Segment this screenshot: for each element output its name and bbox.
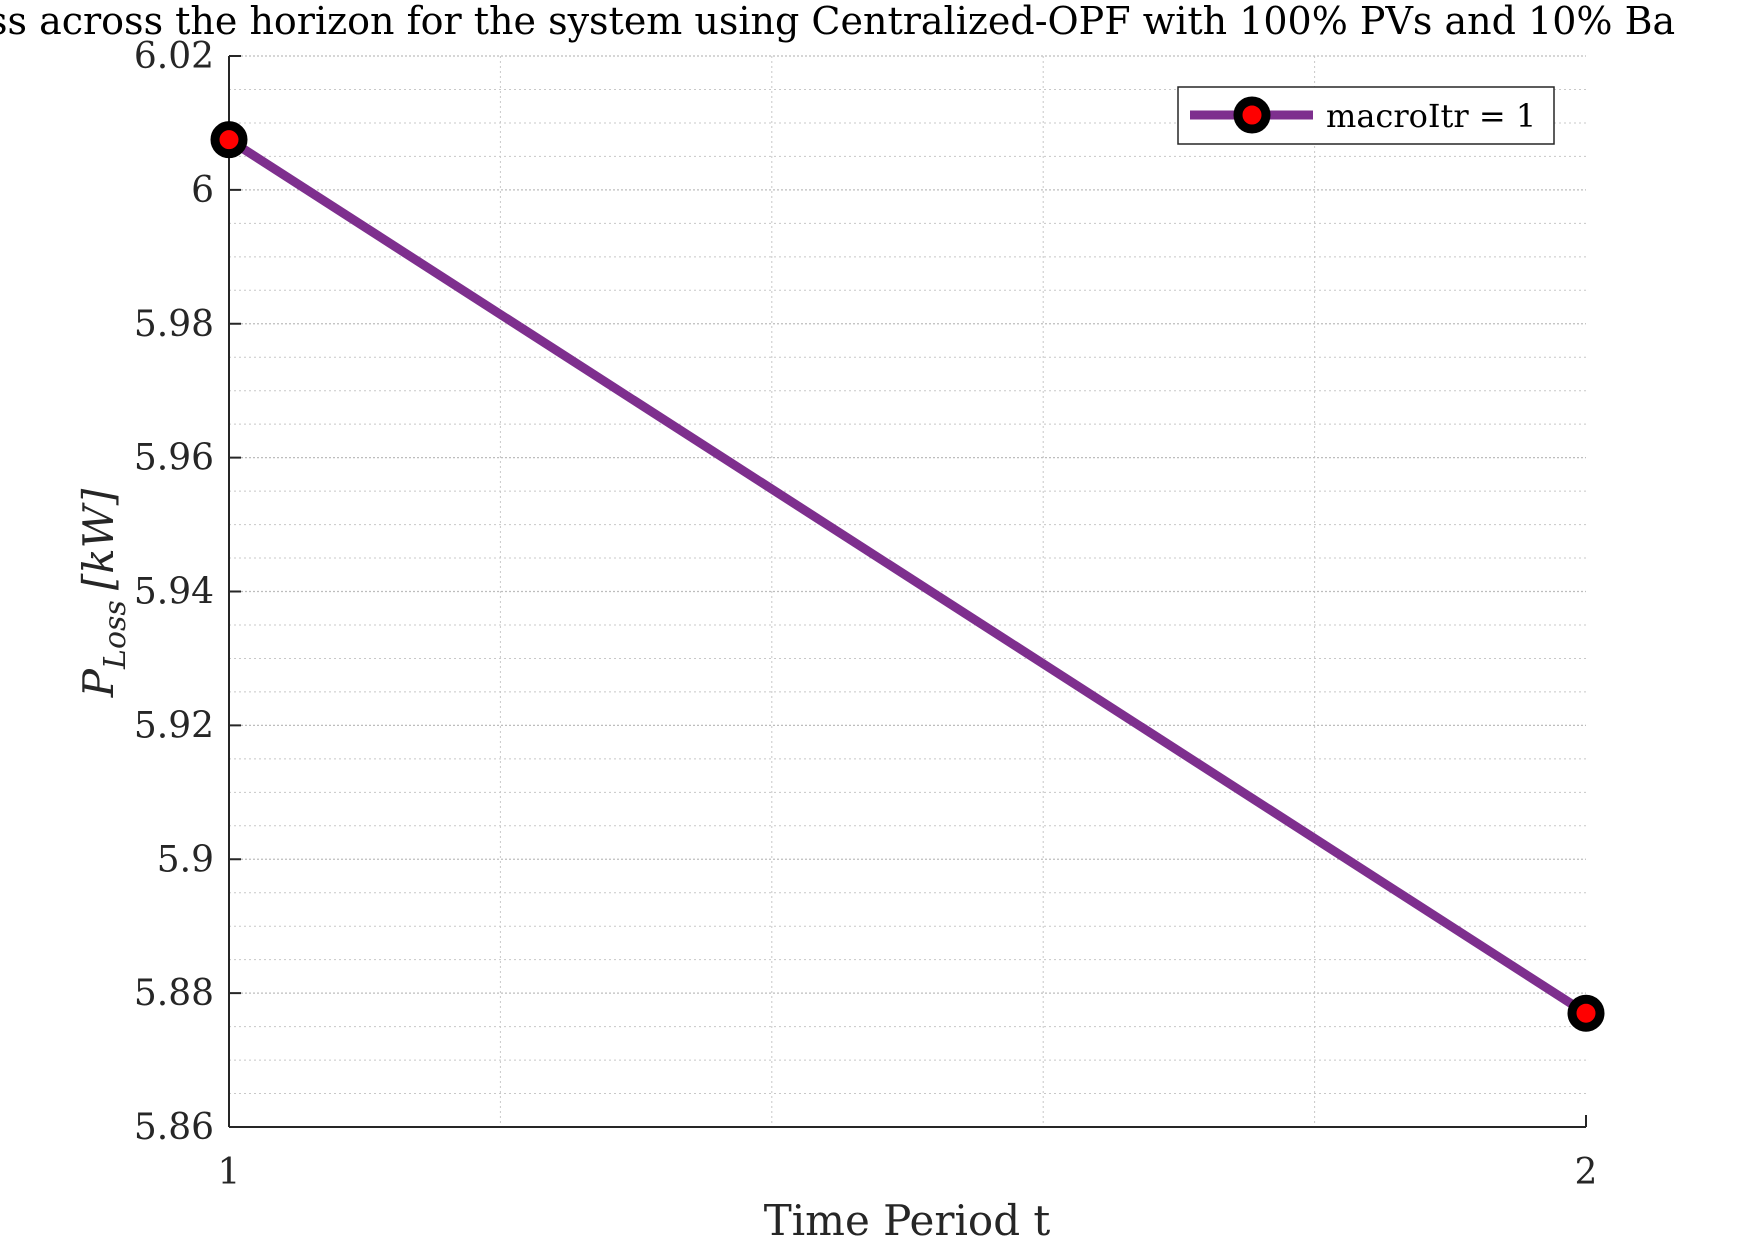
data-point bbox=[210, 121, 248, 159]
y-tick-label: 5.88 bbox=[134, 973, 214, 1014]
y-tick-label: 6.02 bbox=[134, 36, 214, 77]
y-tick-label: 5.96 bbox=[134, 438, 214, 479]
y-tick-label: 5.98 bbox=[134, 304, 214, 345]
series-layer bbox=[210, 121, 1605, 1032]
y-tick-label: 5.92 bbox=[134, 705, 214, 746]
legend-marker-sample bbox=[1233, 96, 1271, 134]
y-tick-label: 6 bbox=[191, 170, 214, 211]
y-axis-label: PLoss [kW] bbox=[74, 488, 133, 698]
legend: macroItr = 1 bbox=[1177, 86, 1555, 145]
y-axis-label-unit: [kW] bbox=[74, 488, 123, 590]
legend-label: macroItr = 1 bbox=[1326, 97, 1536, 135]
x-tick-label: 1 bbox=[218, 1152, 241, 1193]
x-tick-label: 2 bbox=[1575, 1152, 1598, 1193]
series-line bbox=[226, 135, 1589, 1017]
y-tick-label: 5.94 bbox=[134, 572, 214, 613]
y-axis-label-subscript: Loss bbox=[98, 600, 133, 670]
y-ticks: 5.86 5.88 5.9 5.92 5.94 5.96 5.98 6 6.02 bbox=[134, 36, 241, 1148]
y-tick-label: 5.9 bbox=[157, 839, 214, 880]
x-axis-label: Time Period t bbox=[764, 1196, 1051, 1238]
y-axis-label-main: P bbox=[74, 668, 123, 698]
minor-grid bbox=[229, 56, 1586, 1127]
data-point bbox=[1567, 994, 1605, 1032]
chart-title: ss across the horizon for the system usi… bbox=[0, 0, 1675, 43]
y-tick-label: 5.86 bbox=[134, 1107, 214, 1148]
